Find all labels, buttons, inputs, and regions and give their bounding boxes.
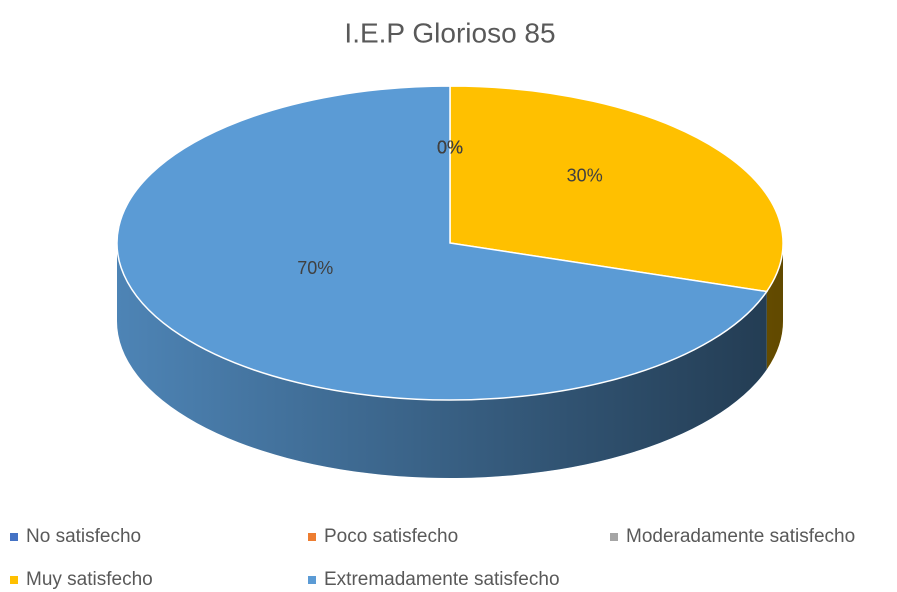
legend-label: No satisfecho [26,526,141,547]
slice-side-shade [117,243,767,479]
legend-swatch [308,533,316,541]
slice [116,85,769,401]
data-label: 0% [437,138,463,158]
legend-swatch [308,576,316,584]
legend-swatch [10,576,18,584]
data-label: 0% [437,138,463,158]
legend-label: Muy satisfecho [26,569,153,590]
legend-label: Moderadamente satisfecho [626,526,855,547]
legend-label: Extremadamente satisfecho [324,569,560,590]
legend-label: Poco satisfecho [324,526,458,547]
data-label: 0% [437,138,463,158]
chart-title: I.E.P Glorioso 85 [344,17,555,48]
slice-side-shade [766,243,784,370]
data-label: 70% [297,258,333,278]
legend-swatch [10,533,18,541]
legend-swatch [610,533,618,541]
slice [449,85,784,293]
data-label: 30% [567,166,603,186]
